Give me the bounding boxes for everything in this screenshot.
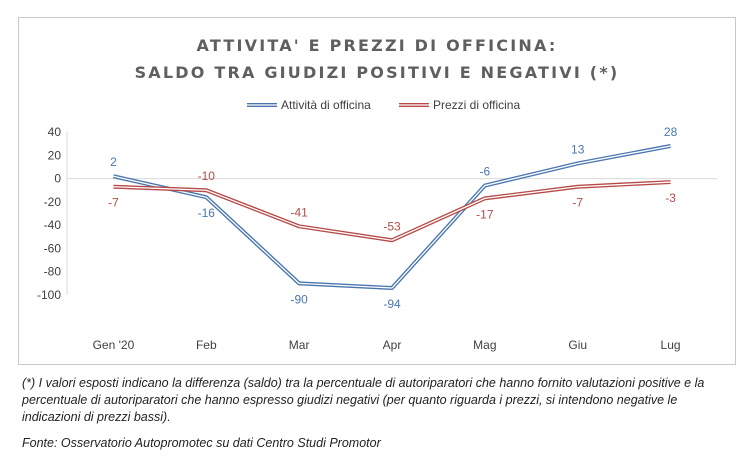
y-tick-label: -20	[44, 195, 62, 209]
data-label: -94	[383, 297, 401, 311]
x-tick-label: Mag	[473, 338, 496, 352]
y-tick-label: 40	[48, 125, 62, 139]
data-label: -53	[383, 219, 401, 233]
data-label: -41	[290, 205, 308, 219]
y-tick-label: -60	[44, 241, 62, 255]
data-label: -7	[572, 196, 583, 210]
legend-label-0: Attività di officina	[281, 98, 371, 112]
y-axis: 40 20 0 -20 -40 -60 -80 -100	[37, 125, 717, 302]
line-chart: ATTIVITA' E PREZZI DI OFFICINA: SALDO TR…	[37, 36, 717, 352]
x-axis: Gen '20 Feb Mar Apr Mag Giu Lug	[93, 338, 681, 352]
y-tick-label: -100	[37, 288, 61, 302]
x-tick-label: Feb	[196, 338, 217, 352]
x-tick-label: Gen '20	[93, 338, 135, 352]
y-tick-label: -80	[44, 265, 62, 279]
y-tick-label: 20	[48, 148, 62, 162]
data-labels: 2 -16 -90 -94 -6 13 28 -7 -10 -41 -53 -17 -7 -3	[108, 125, 677, 311]
source-note: Fonte: Osservatorio Autopromotec su dati…	[22, 436, 381, 450]
data-label: -17	[476, 207, 494, 221]
x-tick-label: Apr	[383, 338, 402, 352]
chart-container: ATTIVITA' E PREZZI DI OFFICINA: SALDO TR…	[18, 17, 736, 365]
x-tick-label: Giu	[568, 338, 587, 352]
data-label: 28	[664, 125, 678, 139]
legend: Attività di officina Prezzi di officina	[247, 98, 520, 112]
data-label: -10	[198, 169, 216, 183]
data-label: 13	[571, 142, 585, 156]
x-tick-label: Lug	[661, 338, 681, 352]
y-tick-label: 0	[54, 172, 61, 186]
data-label: -3	[665, 191, 676, 205]
x-tick-label: Mar	[289, 338, 310, 352]
data-label: -6	[480, 165, 491, 179]
footnote: (*) I valori esposti indicano la differe…	[22, 376, 705, 424]
data-label: 2	[110, 155, 117, 169]
series-layer	[112, 144, 671, 291]
chart-title-line-2: SALDO TRA GIUDIZI POSITIVI E NEGATIVI (*…	[135, 63, 620, 82]
y-tick-label: -40	[44, 218, 62, 232]
data-label: -7	[108, 196, 119, 210]
data-label: -16	[198, 206, 216, 220]
chart-title-line-1: ATTIVITA' E PREZZI DI OFFICINA:	[197, 36, 558, 55]
data-label: -90	[290, 292, 308, 306]
legend-label-1: Prezzi di officina	[433, 98, 520, 112]
